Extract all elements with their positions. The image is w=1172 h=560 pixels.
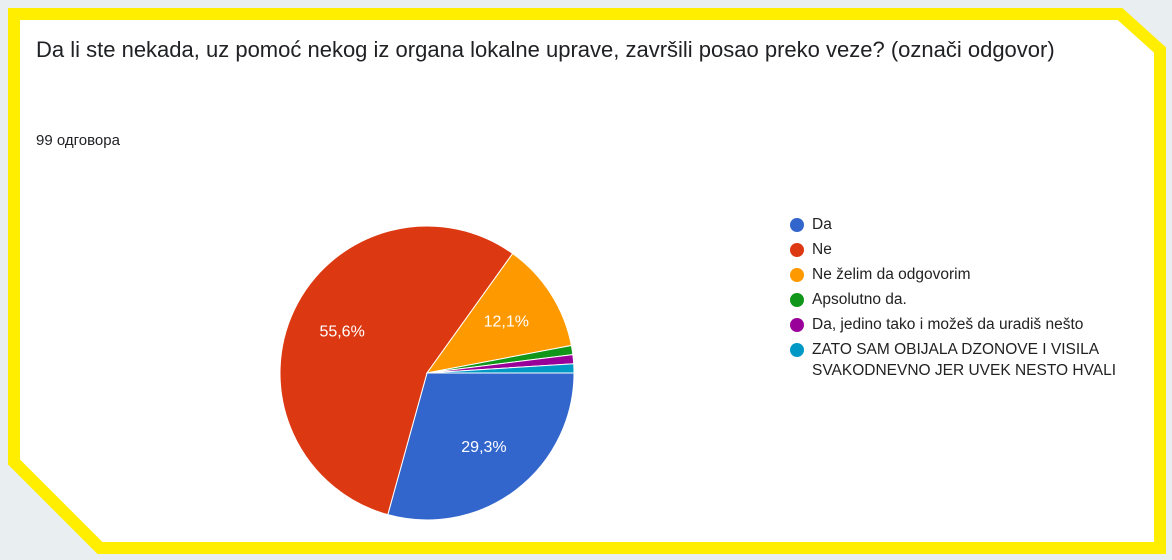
- legend-item: Ne: [790, 239, 1142, 260]
- pie: 29,3% 55,6% 12,1%: [279, 225, 575, 521]
- slice-label: 29,3%: [461, 439, 506, 456]
- legend-label: Apsolutno da.: [812, 291, 907, 308]
- legend-item: Da: [790, 214, 1142, 235]
- legend-label: Ne: [812, 241, 832, 258]
- pie-slice: [279, 225, 514, 516]
- legend-swatch: [790, 343, 804, 357]
- pie-slice: [426, 363, 575, 374]
- chart-title: Da li ste nekada, uz pomoć nekog iz orga…: [36, 37, 1055, 62]
- chart-subtitle: 99 одговора: [36, 132, 120, 149]
- legend-swatch: [790, 293, 804, 307]
- legend-item: Apsolutno da.: [790, 289, 1142, 310]
- pie-slice: [425, 252, 572, 374]
- legend-label: Ne želim da odgovorim: [812, 266, 971, 283]
- slice-label: 55,6%: [319, 324, 364, 341]
- legend-swatch: [790, 268, 804, 282]
- pie-slice: [387, 372, 575, 521]
- legend-label: Da: [812, 216, 832, 233]
- legend-item: Ne želim da odgovorim: [790, 264, 1142, 285]
- legend-item: ZATO SAM OBIJALA DZONOVE I VISILA SVAKOD…: [790, 339, 1142, 381]
- legend-label: Da, jedino tako i možeš da uradiš nešto: [812, 316, 1084, 333]
- slice-label: 12,1%: [484, 314, 529, 331]
- legend-swatch: [790, 218, 804, 232]
- legend-swatch: [790, 318, 804, 332]
- legend-swatch: [790, 243, 804, 257]
- legend-item: Da, jedino tako i možeš da uradiš nešto: [790, 314, 1142, 335]
- legend-label: ZATO SAM OBIJALA DZONOVE I VISILA SVAKOD…: [812, 341, 1117, 379]
- legend: Da Ne Ne želim da odgovorim Apsolutno da. Da…: [790, 214, 1142, 385]
